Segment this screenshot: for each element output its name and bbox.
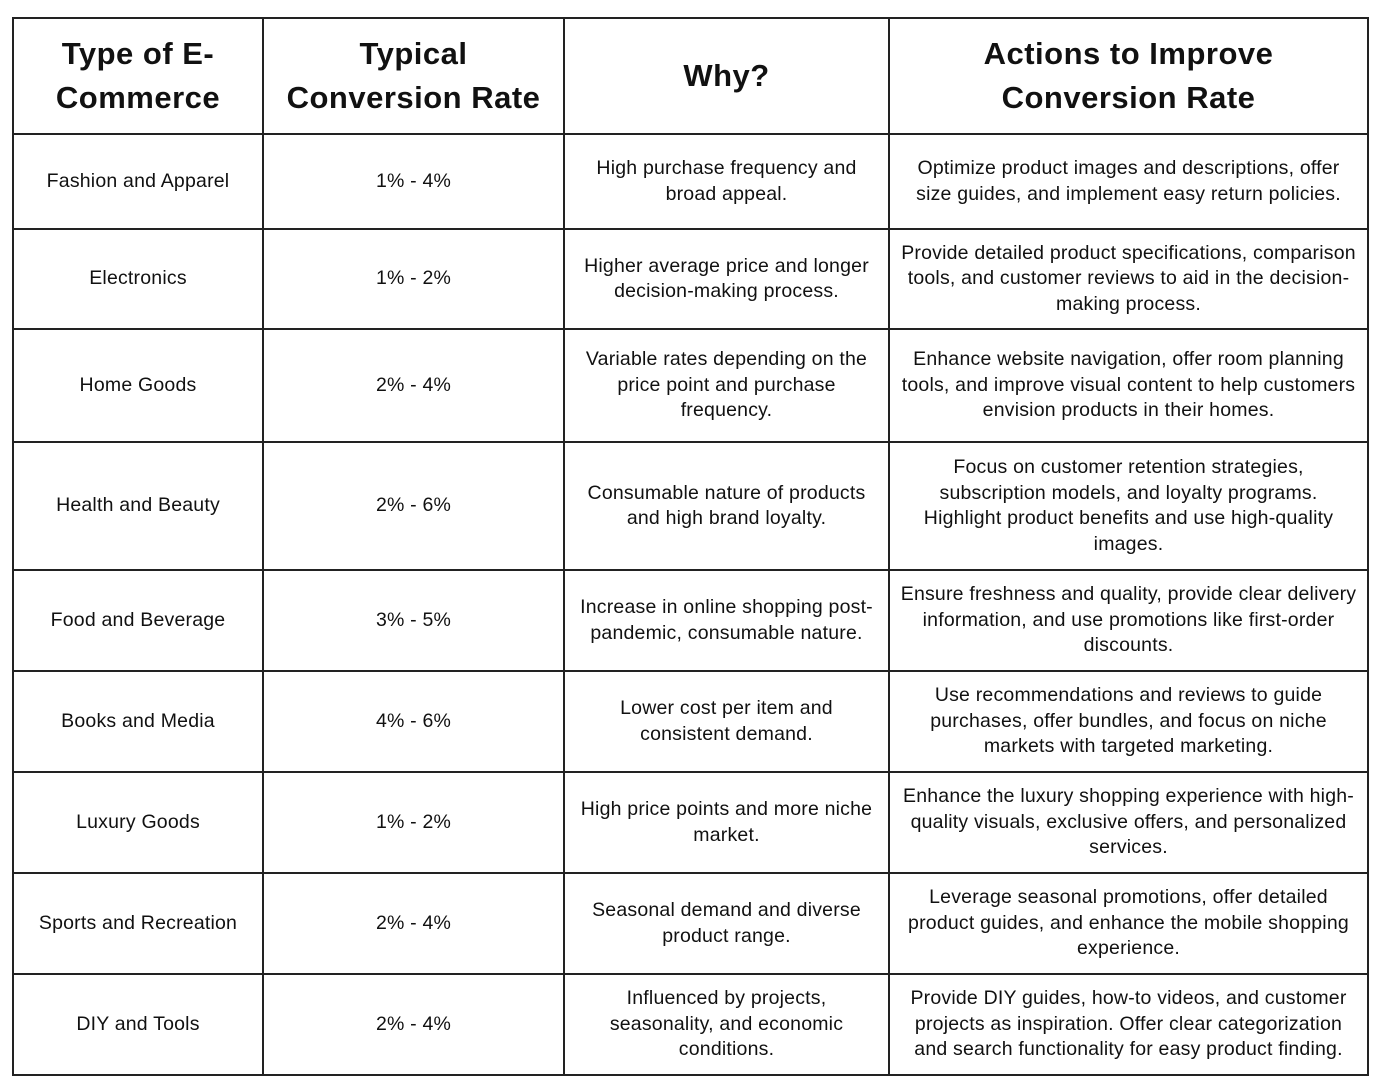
- type-cell: Health and Beauty: [12, 441, 264, 571]
- actions-cell: Ensure freshness and quality, provide cl…: [888, 569, 1369, 672]
- rate-cell: 2% - 6%: [262, 441, 565, 571]
- table-container: Type of E-Commerce Typical Conversion Rat…: [12, 17, 1369, 1076]
- type-cell: Food and Beverage: [12, 569, 264, 672]
- rate-cell: 2% - 4%: [262, 872, 565, 975]
- table-row: DIY and Tools 2% - 4% Influenced by projec…: [12, 973, 1369, 1076]
- type-cell: DIY and Tools: [12, 973, 264, 1076]
- table-row: Luxury Goods 1% - 2% High price points and…: [12, 771, 1369, 874]
- why-cell: Higher average price and longer decision…: [563, 228, 890, 330]
- why-cell: Variable rates depending on the price po…: [563, 328, 890, 443]
- table-row: Electronics 1% - 2% Higher average price a…: [12, 228, 1369, 330]
- actions-cell: Enhance the luxury shopping experience w…: [888, 771, 1369, 874]
- table-row: Sports and Recreation 2% - 4% Seasonal dem…: [12, 872, 1369, 975]
- header-row: Type of E-Commerce Typical Conversion Rat…: [12, 17, 1369, 135]
- why-cell: Lower cost per item and consistent deman…: [563, 670, 890, 773]
- table-row: Books and Media 4% - 6% Lower cost per ite…: [12, 670, 1369, 773]
- actions-cell: Enhance website navigation, offer room p…: [888, 328, 1369, 443]
- header-cell: Actions to Improve Conversion Rate: [888, 17, 1369, 135]
- table-row: Health and Beauty 2% - 6% Consumable natur…: [12, 441, 1369, 571]
- rate-cell: 1% - 4%: [262, 133, 565, 230]
- rate-cell: 2% - 4%: [262, 328, 565, 443]
- type-cell: Home Goods: [12, 328, 264, 443]
- why-cell: Consumable nature of products and high b…: [563, 441, 890, 571]
- why-cell: Seasonal demand and diverse product rang…: [563, 872, 890, 975]
- type-cell: Luxury Goods: [12, 771, 264, 874]
- table-row: Food and Beverage 3% - 5% Increase in onli…: [12, 569, 1369, 672]
- rate-cell: 4% - 6%: [262, 670, 565, 773]
- actions-cell: Provide DIY guides, how-to videos, and c…: [888, 973, 1369, 1076]
- rate-cell: 1% - 2%: [262, 228, 565, 330]
- actions-cell: Optimize product images and descriptions…: [888, 133, 1369, 230]
- actions-cell: Use recommendations and reviews to guide…: [888, 670, 1369, 773]
- rate-cell: 3% - 5%: [262, 569, 565, 672]
- header-cell: Why?: [563, 17, 890, 135]
- why-cell: High purchase frequency and broad appeal…: [563, 133, 890, 230]
- type-cell: Fashion and Apparel: [12, 133, 264, 230]
- actions-cell: Focus on customer retention strategies, …: [888, 441, 1369, 571]
- type-cell: Sports and Recreation: [12, 872, 264, 975]
- table: Type of E-Commerce Typical Conversion Rat…: [12, 17, 1369, 1076]
- type-cell: Electronics: [12, 228, 264, 330]
- header-cell: Type of E-Commerce: [12, 17, 264, 135]
- why-cell: Influenced by projects, seasonality, and…: [563, 973, 890, 1076]
- actions-cell: Leverage seasonal promotions, offer deta…: [888, 872, 1369, 975]
- actions-cell: Provide detailed product specifications,…: [888, 228, 1369, 330]
- rate-cell: 2% - 4%: [262, 973, 565, 1076]
- rate-cell: 1% - 2%: [262, 771, 565, 874]
- type-cell: Books and Media: [12, 670, 264, 773]
- header-cell: Typical Conversion Rate: [262, 17, 565, 135]
- table-row: Fashion and Apparel 1% - 4% High purchase …: [12, 133, 1369, 230]
- table-row: Home Goods 2% - 4% Variable rates dependin…: [12, 328, 1369, 443]
- why-cell: Increase in online shopping post-pandemi…: [563, 569, 890, 672]
- why-cell: High price points and more niche market.: [563, 771, 890, 874]
